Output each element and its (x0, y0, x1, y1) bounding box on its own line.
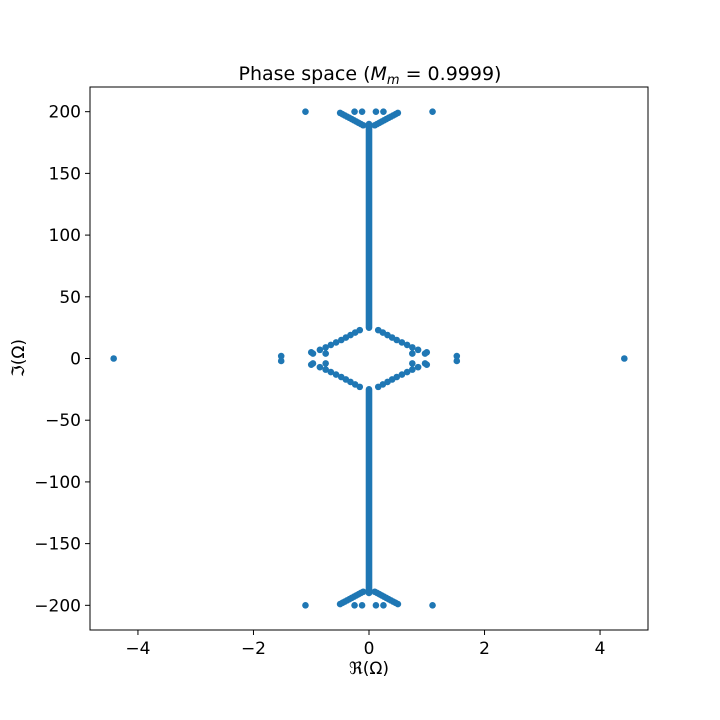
data-point (429, 108, 436, 115)
data-point (398, 371, 406, 378)
data-point (309, 360, 317, 367)
data-point (380, 602, 387, 609)
data-point (332, 339, 340, 346)
data-point (358, 108, 366, 115)
data-point (327, 368, 335, 376)
data-point (409, 360, 416, 367)
data-point (398, 339, 406, 346)
data-point (414, 363, 422, 371)
data-point (409, 366, 416, 373)
data-point (372, 108, 380, 115)
y-tick-label: 100 (49, 226, 81, 246)
data-point (374, 383, 382, 391)
data-point (429, 602, 436, 609)
data-point (359, 121, 367, 129)
data-point (372, 602, 380, 609)
y-tick-label: −200 (34, 596, 81, 616)
chart-title-math-rest: = 0.9999) (400, 63, 502, 85)
y-tick-label: −150 (34, 535, 81, 555)
data-point (421, 360, 429, 367)
dense-point-band (365, 386, 373, 597)
chart-title-math-sub: m (387, 73, 400, 88)
x-axis-label: ℜ(Ω) (349, 659, 389, 679)
x-tick-label: −4 (125, 639, 150, 659)
x-tick-label: −2 (241, 639, 266, 659)
y-axis: −200 −150 −100 −50 0 50 100 150 200 (34, 103, 90, 616)
data-point (371, 121, 379, 129)
chart-title: Phase space (Mm = 0.9999) (239, 63, 502, 88)
data-point (453, 352, 461, 360)
data-point (322, 350, 329, 357)
chart-title-prefix: Phase space ( (239, 63, 371, 85)
data-point (453, 357, 461, 365)
data-point (356, 383, 364, 391)
data-point (277, 357, 285, 365)
y-tick-label: −100 (34, 473, 81, 493)
data-point (621, 355, 628, 362)
data-point (380, 108, 387, 115)
data-point (302, 108, 309, 115)
data-point (409, 344, 416, 351)
data-point (403, 368, 411, 376)
data-point (322, 360, 329, 367)
data-point (358, 602, 366, 609)
y-tick-label: 50 (59, 288, 81, 308)
data-point (322, 366, 329, 373)
data-point (332, 371, 340, 378)
data-point (316, 346, 324, 354)
data-point (322, 344, 329, 351)
data-point (351, 602, 358, 609)
data-point (356, 326, 364, 334)
data-point (374, 326, 382, 334)
y-tick-label: −50 (45, 411, 81, 431)
data-point (414, 346, 422, 354)
y-axis-label: ℑ(Ω) (9, 339, 29, 377)
data-point (403, 341, 411, 349)
data-point (351, 108, 358, 115)
y-tick-label: 200 (49, 103, 81, 123)
data-point (359, 588, 367, 596)
dense-point-band (365, 120, 373, 331)
chart-title-math-var: M (370, 63, 386, 85)
y-tick-label: 150 (49, 164, 81, 184)
data-point (309, 350, 317, 357)
x-tick-label: 2 (479, 639, 490, 659)
data-point (327, 341, 335, 349)
data-point (316, 363, 324, 371)
data-point (302, 602, 309, 609)
data-point (421, 350, 429, 357)
data-layer (110, 108, 628, 609)
x-axis: −4 −2 0 2 4 (125, 630, 605, 659)
data-point (277, 352, 285, 360)
data-point (110, 355, 117, 362)
y-tick-label: 0 (70, 350, 81, 370)
data-point (409, 350, 416, 357)
x-tick-label: 0 (364, 639, 375, 659)
data-point (371, 588, 379, 596)
x-tick-label: 4 (595, 639, 606, 659)
